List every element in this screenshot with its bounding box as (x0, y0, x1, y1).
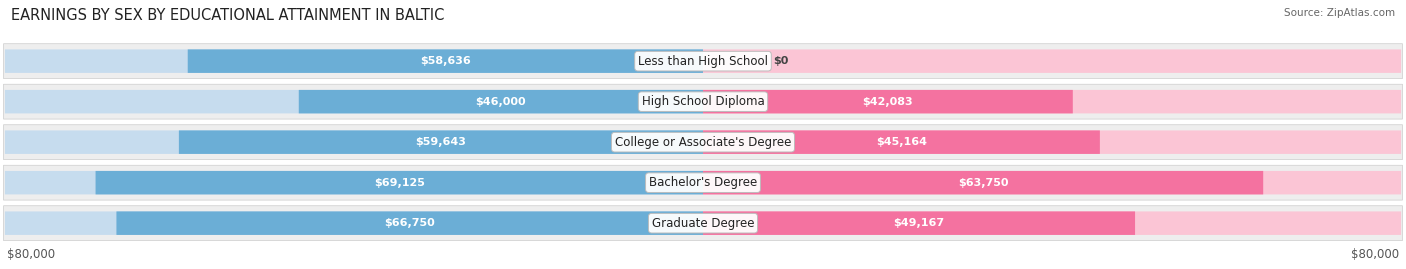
Text: $58,636: $58,636 (420, 56, 471, 66)
FancyBboxPatch shape (703, 90, 1402, 114)
FancyBboxPatch shape (703, 211, 1402, 235)
Text: College or Associate's Degree: College or Associate's Degree (614, 136, 792, 149)
Text: $46,000: $46,000 (475, 97, 526, 107)
FancyBboxPatch shape (96, 171, 703, 194)
FancyBboxPatch shape (188, 49, 703, 73)
FancyBboxPatch shape (703, 130, 1099, 154)
Text: Graduate Degree: Graduate Degree (652, 217, 754, 230)
FancyBboxPatch shape (703, 171, 1402, 194)
FancyBboxPatch shape (3, 206, 1403, 240)
Text: $63,750: $63,750 (957, 178, 1008, 188)
FancyBboxPatch shape (4, 211, 703, 235)
Text: High School Diploma: High School Diploma (641, 95, 765, 108)
Text: $59,643: $59,643 (416, 137, 467, 147)
FancyBboxPatch shape (4, 130, 703, 154)
FancyBboxPatch shape (3, 84, 1403, 119)
Text: $42,083: $42,083 (863, 97, 914, 107)
Text: Less than High School: Less than High School (638, 55, 768, 68)
Text: EARNINGS BY SEX BY EDUCATIONAL ATTAINMENT IN BALTIC: EARNINGS BY SEX BY EDUCATIONAL ATTAINMEN… (11, 8, 444, 23)
Text: $66,750: $66,750 (384, 218, 434, 228)
FancyBboxPatch shape (4, 49, 703, 73)
Text: $80,000: $80,000 (1351, 248, 1399, 261)
FancyBboxPatch shape (4, 171, 703, 194)
FancyBboxPatch shape (703, 211, 1135, 235)
FancyBboxPatch shape (3, 125, 1403, 160)
Text: $80,000: $80,000 (7, 248, 55, 261)
Text: $69,125: $69,125 (374, 178, 425, 188)
Text: Bachelor's Degree: Bachelor's Degree (650, 176, 756, 189)
Text: Source: ZipAtlas.com: Source: ZipAtlas.com (1284, 8, 1395, 18)
FancyBboxPatch shape (703, 90, 1073, 114)
FancyBboxPatch shape (703, 130, 1402, 154)
Text: $45,164: $45,164 (876, 137, 927, 147)
FancyBboxPatch shape (179, 130, 703, 154)
FancyBboxPatch shape (117, 211, 703, 235)
FancyBboxPatch shape (703, 171, 1263, 194)
FancyBboxPatch shape (3, 165, 1403, 200)
Text: $49,167: $49,167 (893, 218, 945, 228)
FancyBboxPatch shape (4, 90, 703, 114)
FancyBboxPatch shape (3, 44, 1403, 79)
FancyBboxPatch shape (703, 49, 1402, 73)
FancyBboxPatch shape (298, 90, 703, 114)
Text: $0: $0 (773, 56, 789, 66)
